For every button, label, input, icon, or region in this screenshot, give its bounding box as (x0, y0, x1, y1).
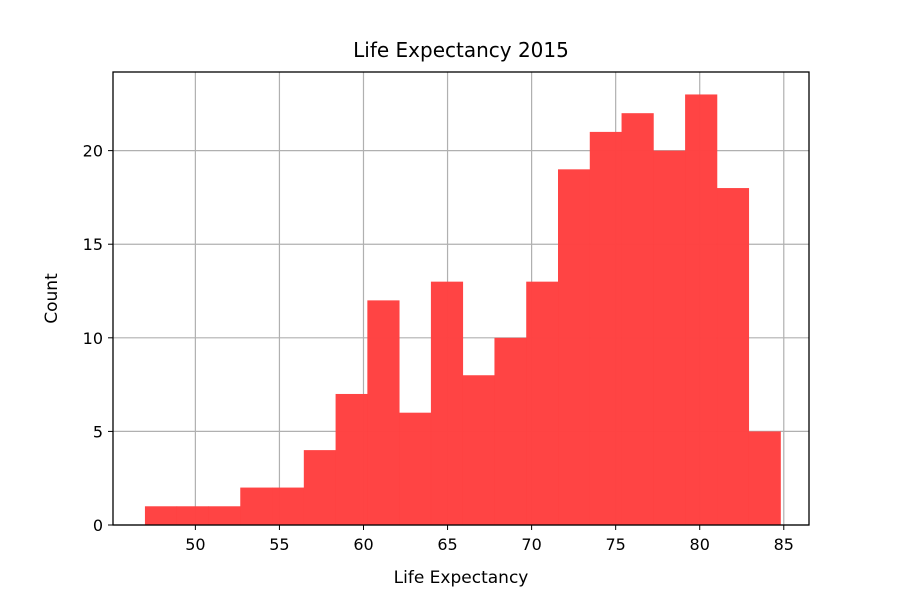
histogram-bar (558, 169, 591, 525)
histogram-bar (716, 188, 750, 525)
histogram-bar (621, 113, 654, 525)
x-axis: 50 55 60 65 70 75 80 85 (185, 525, 794, 554)
histogram-bar (176, 506, 209, 525)
y-tick-label: 0 (93, 516, 103, 535)
bars (144, 94, 781, 526)
histogram-bar (430, 281, 464, 525)
x-tick-label: 70 (521, 535, 541, 554)
plot-frame (112, 71, 810, 526)
x-tick-label: 60 (353, 535, 373, 554)
histogram-bar (208, 506, 241, 525)
histogram-bar (494, 337, 527, 525)
x-tick-label: 65 (437, 535, 457, 554)
x-tick-label: 50 (185, 535, 205, 554)
histogram-bar (399, 412, 432, 525)
y-axis-title: Count (42, 273, 62, 324)
x-tick-label: 75 (605, 535, 625, 554)
histogram-bar (653, 150, 686, 526)
y-tick-label: 10 (83, 329, 103, 348)
histogram-bar (367, 300, 400, 525)
chart-title: Life Expectancy 2015 (353, 38, 569, 62)
y-axis: 0 5 10 15 20 (83, 142, 113, 535)
y-tick-label: 15 (83, 235, 103, 254)
histogram-bar (335, 393, 368, 525)
histogram-bar (748, 431, 781, 525)
histogram-bar (589, 131, 622, 526)
x-tick-label: 55 (269, 535, 289, 554)
y-tick-label: 20 (83, 142, 103, 161)
histogram-bar (462, 375, 495, 525)
histogram-bar (685, 94, 718, 526)
histogram-bar (303, 450, 336, 525)
histogram-bar (272, 487, 305, 525)
x-tick-label: 85 (774, 535, 794, 554)
x-tick-label: 80 (690, 535, 710, 554)
y-tick-label: 5 (93, 422, 103, 441)
x-axis-title: Life Expectancy (394, 568, 529, 588)
histogram-bar (526, 281, 559, 525)
histogram-bar (144, 506, 178, 525)
histogram-bar (240, 487, 273, 525)
